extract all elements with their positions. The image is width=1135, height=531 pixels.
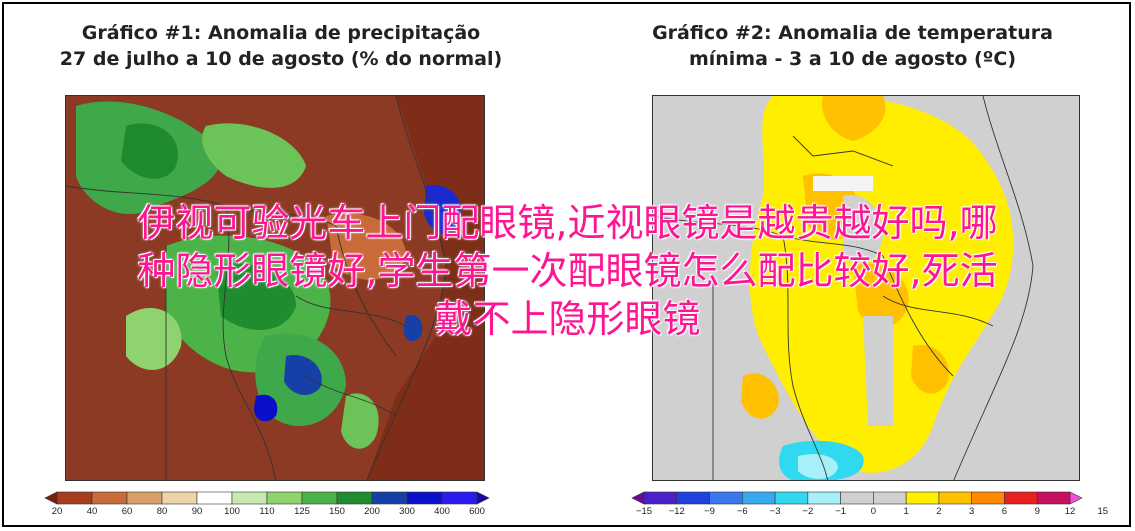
precipitation-colorbar-swatch (126, 491, 163, 505)
precipitation-colorbar-swatch (161, 491, 198, 505)
temperature-colorbar-swatch (1036, 491, 1071, 505)
precipitation-colorbar-ticks: 20 40 60 80 90 100 110 125 150 200 300 400 600 (45, 506, 489, 520)
precipitation-colorbar-swatch (406, 491, 443, 505)
temperature-colorbar-tick-label: 12 (1064, 506, 1076, 517)
temperature-colorbar-swatch (709, 491, 743, 505)
precipitation-map (65, 95, 485, 481)
temperature-colorbar-ticks: −15 −12 −9 −6 −3 −2 −1 0 1 2 3 6 9 12 15 (632, 506, 1108, 520)
overlay-text-line2: 种隐形眼镜好,学生第一次配眼镜怎么配比较好,死活 (137, 249, 998, 293)
precipitation-colorbar-swatch (266, 491, 303, 505)
precipitation-colorbar-tick-label: 125 (294, 506, 310, 517)
precipitation-colorbar-swatch (56, 491, 93, 505)
precipitation-colorbar-tick-label: 600 (469, 506, 485, 517)
temperature-colorbar-tick-label: 6 (1001, 506, 1008, 517)
temperature-colorbar-tick-label: 9 (1034, 506, 1040, 517)
chart1-title: Gráfico #1: Anomalia de precipitação 27 … (0, 20, 562, 72)
temperature-colorbar-tick-label: −15 (635, 506, 653, 517)
temperature-colorbar-tick-label: 0 (870, 506, 877, 517)
temperature-colorbar-tick-label: 3 (969, 506, 975, 517)
chart1-title-line1: Gráfico #1: Anomalia de precipitação (81, 22, 481, 44)
precipitation-colorbar (44, 491, 490, 505)
overlay-text-line3: 戴不上隐形眼镜 (434, 297, 701, 341)
temperature-colorbar-tick-label: 1 (903, 506, 909, 517)
precipitation-colorbar-tick-label: 300 (399, 506, 415, 517)
temperature-colorbar-tick-label: 2 (936, 506, 942, 517)
precipitation-colorbar-tick-label: 150 (329, 506, 345, 517)
chart2-title-line1: Gráfico #2: Anomalia de temperatura (652, 22, 1053, 44)
precipitation-colorbar-tick-label: 80 (156, 506, 168, 517)
temperature-colorbar-swatch (1004, 491, 1038, 505)
temperature-colorbar-arrow-low (631, 491, 645, 505)
precipitation-colorbar-tick-label: 20 (51, 506, 63, 517)
precipitation-colorbar-swatch (441, 491, 478, 505)
temperature-colorbar-swatch (676, 491, 710, 505)
precipitation-colorbar-swatch (336, 491, 373, 505)
temperature-colorbar-tick-label: −9 (704, 506, 715, 517)
precipitation-colorbar-swatch (231, 491, 268, 505)
precipitation-colorbar-swatch (301, 491, 338, 505)
precipitation-colorbar-arrow-high (476, 491, 490, 505)
temperature-colorbar-tick-label: −1 (835, 506, 847, 517)
precipitation-colorbar-swatch (371, 491, 408, 505)
precipitation-colorbar-arrow-low (44, 491, 58, 505)
precipitation-colorbar-tick-label: 200 (364, 506, 380, 517)
temperature-colorbar-swatch (742, 491, 776, 505)
temperature-colorbar-tick-label: −12 (668, 506, 685, 517)
temperature-colorbar (631, 491, 1083, 505)
temperature-colorbar-swatch (938, 491, 972, 505)
precipitation-colorbar-swatch (196, 491, 233, 505)
precipitation-colorbar-swatch (91, 491, 128, 505)
temperature-colorbar-arrow-high (1069, 491, 1083, 505)
temperature-colorbar-swatch (873, 491, 907, 505)
overlay-text-line1: 伊视可验光车上门配眼镜,近视眼镜是越贵越好吗,哪 (137, 201, 998, 245)
precipitation-colorbar-tick-label: 400 (434, 506, 450, 517)
temperature-colorbar-tick-label: 15 (1097, 506, 1109, 517)
temperature-colorbar-tick-label: −3 (769, 506, 781, 517)
temperature-colorbar-swatch (774, 491, 809, 505)
chart2-title-line2: mínima - 3 a 10 de agosto (ºC) (688, 48, 1017, 70)
temperature-colorbar-swatch (905, 491, 940, 505)
chart1-title-line2: 27 de julho a 10 de agosto (% do normal) (59, 48, 503, 70)
chart2-title: Gráfico #2: Anomalia de temperatura míni… (575, 20, 1130, 72)
temperature-colorbar-swatch (807, 491, 841, 505)
precipitation-colorbar-tick-label: 110 (259, 506, 275, 517)
precipitation-colorbar-tick-label: 60 (121, 506, 133, 517)
precipitation-colorbar-tick-label: 100 (224, 506, 240, 517)
precipitation-colorbar-tick-label: 40 (86, 506, 98, 517)
temperature-colorbar-tick-label: −6 (736, 506, 748, 517)
temperature-colorbar-swatch (971, 491, 1005, 505)
temperature-colorbar-tick-label: −2 (802, 506, 814, 517)
precipitation-colorbar-tick-label: 90 (191, 506, 203, 517)
temperature-map (652, 95, 1080, 481)
temperature-colorbar-swatch (643, 491, 678, 505)
temperature-colorbar-swatch (840, 491, 874, 505)
